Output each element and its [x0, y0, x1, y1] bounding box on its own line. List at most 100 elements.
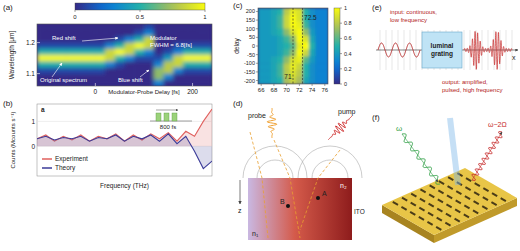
heat-cell — [296, 29, 303, 37]
heat-cell — [315, 22, 322, 30]
x-tick — [192, 83, 193, 86]
colorbar-label: 1 — [344, 5, 347, 11]
heat-cell — [296, 36, 303, 44]
y-tick-label: 50 — [249, 34, 255, 40]
meta-atom — [438, 199, 443, 202]
inset-text: 800 fs — [160, 124, 176, 130]
label: (d) — [233, 99, 243, 108]
heat-cell — [277, 63, 284, 71]
colorbar-label: 0.2 — [344, 66, 352, 72]
heat-cell — [154, 80, 164, 86]
heat-cell — [271, 22, 278, 30]
heat-cell — [86, 80, 96, 86]
heat-cell — [163, 49, 173, 56]
wavefront — [298, 146, 362, 178]
heat-cell — [37, 24, 47, 31]
heat-cell — [56, 55, 66, 62]
meta-atom — [464, 214, 469, 217]
heat-cell — [303, 22, 310, 30]
heat-cell — [144, 74, 154, 81]
heat-cell — [296, 15, 303, 23]
meta-atom — [445, 223, 450, 226]
meta-atom — [429, 204, 434, 207]
x-tick-label: 0 — [94, 88, 98, 95]
heat-cell — [183, 74, 193, 81]
meta-atom — [411, 203, 416, 206]
colorbar-tick — [340, 53, 342, 54]
heat-cell — [322, 43, 328, 51]
meta-atom — [491, 202, 496, 205]
heat-cell — [271, 77, 278, 84]
heat-cell — [322, 22, 328, 30]
heat-cell — [277, 56, 284, 64]
plot-area — [258, 8, 328, 84]
meta-atom — [427, 222, 432, 225]
heat-cell — [125, 36, 135, 43]
heat-cell — [105, 49, 115, 56]
heat-cell — [277, 8, 284, 16]
heat-cell — [115, 55, 125, 62]
inset-label: a — [41, 106, 45, 113]
output-label: pulsed, high frequency — [442, 87, 502, 93]
heat-cell — [264, 43, 271, 51]
heat-cell — [277, 36, 284, 44]
meta-atom — [448, 177, 453, 180]
heat-cell — [303, 43, 310, 51]
heat-cell — [296, 49, 303, 57]
x-tick — [286, 84, 287, 86]
heat-cell — [315, 56, 322, 64]
meta-atom — [419, 208, 424, 211]
pump-ray — [300, 150, 340, 230]
meta-atom — [411, 194, 416, 197]
probe-ray — [250, 132, 268, 238]
point-a — [316, 196, 320, 200]
meta-atom — [455, 219, 460, 222]
heat-cell — [258, 70, 265, 78]
cells — [258, 8, 328, 84]
heat-cell — [283, 22, 290, 30]
heat-cell — [264, 70, 271, 78]
grating-label: grating — [431, 50, 453, 58]
heat-cell — [115, 49, 125, 56]
heat-cell — [95, 67, 105, 74]
heat-cell — [258, 43, 265, 51]
heat-cell — [303, 36, 310, 44]
point-b — [286, 204, 290, 208]
heat-cell — [283, 56, 290, 64]
heat-cell — [193, 49, 203, 56]
cells — [37, 24, 212, 86]
input-beam — [402, 134, 440, 184]
heat-cell — [86, 49, 96, 56]
heat-cell — [47, 55, 57, 62]
x-tick — [312, 84, 313, 86]
ito-slab — [248, 178, 352, 240]
inset-pulse — [156, 113, 161, 121]
meta-atom — [455, 209, 460, 212]
heat-cell — [86, 74, 96, 81]
heat-cell — [258, 29, 265, 37]
heat-cell — [264, 56, 271, 64]
heat-cell — [283, 15, 290, 23]
index-label: n₂ — [340, 182, 347, 189]
label: (f) — [372, 113, 380, 122]
heat-cell — [322, 56, 328, 64]
heat-cell — [163, 61, 173, 68]
y-tick — [37, 42, 40, 43]
heat-cell — [76, 43, 86, 50]
heat-cell — [163, 80, 173, 86]
heat-cell — [56, 61, 66, 68]
heat-cell — [322, 77, 328, 84]
y-tick — [37, 73, 40, 74]
marker-line — [293, 8, 294, 84]
y-tick-label: -100 — [244, 60, 255, 66]
heat-cell — [271, 70, 278, 78]
heat-cell — [258, 77, 265, 84]
heat-cell — [309, 77, 316, 84]
heat-cell — [37, 36, 47, 43]
heat-cell — [66, 24, 76, 31]
annotation-arrow — [52, 63, 62, 77]
colorbar-tick — [340, 84, 342, 85]
heat-cell — [47, 24, 57, 31]
colorbar-tick — [205, 10, 206, 12]
colorbar-tick — [340, 23, 342, 24]
